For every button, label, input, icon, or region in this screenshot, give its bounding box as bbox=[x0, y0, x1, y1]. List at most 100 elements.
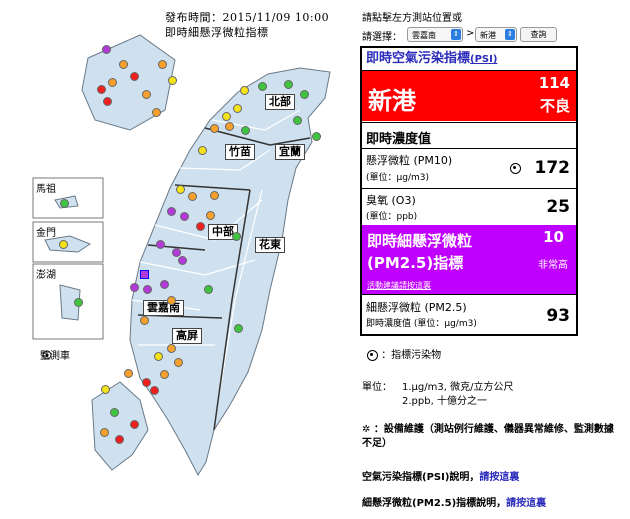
unit-title: 單位： bbox=[362, 382, 392, 393]
station-marker[interactable] bbox=[172, 248, 181, 257]
psi-explain-row: 空氣污染指標(PSI)說明，請按這裏 bbox=[362, 468, 519, 483]
region-huadong[interactable]: 花東 bbox=[255, 237, 285, 253]
station-marker[interactable] bbox=[156, 240, 165, 249]
station-marker[interactable] bbox=[196, 222, 205, 231]
o3-value: 25 bbox=[546, 197, 570, 217]
station-marker[interactable] bbox=[206, 211, 215, 220]
station-marker[interactable] bbox=[222, 112, 231, 121]
region-gaoping[interactable]: 高屏 bbox=[172, 328, 202, 344]
station-marker[interactable] bbox=[102, 45, 111, 54]
station-marker[interactable] bbox=[150, 386, 159, 395]
station-marker[interactable] bbox=[140, 316, 149, 325]
psi-status-block: 新港 114 不良 bbox=[362, 71, 576, 121]
station-marker[interactable] bbox=[241, 126, 250, 135]
pm25-map[interactable]: 發布時間：2015/11/09 10:00 即時細懸浮微粒指標 北部 bbox=[0, 0, 350, 519]
region-zhumiao[interactable]: 竹苗 bbox=[225, 144, 255, 160]
station-marker[interactable] bbox=[130, 72, 139, 81]
station-marker[interactable] bbox=[167, 207, 176, 216]
region-yilan[interactable]: 宜蘭 bbox=[275, 144, 305, 160]
station-marker[interactable] bbox=[130, 420, 139, 429]
indicator-legend: ：指標污染物 bbox=[367, 346, 441, 361]
psi-explain-link[interactable]: 請按這裏 bbox=[479, 472, 520, 483]
station-marker[interactable] bbox=[176, 185, 185, 194]
station-marker[interactable] bbox=[210, 124, 219, 133]
station-marker[interactable] bbox=[232, 232, 241, 241]
map-subtitle: 即時細懸浮微粒指標 bbox=[165, 26, 269, 39]
psi-header: 即時空氣污染指標(PSI) bbox=[362, 48, 576, 71]
region-yunjianan[interactable]: 雲嘉南 bbox=[143, 300, 184, 316]
station-marker[interactable] bbox=[160, 280, 169, 289]
station-marker[interactable] bbox=[115, 435, 124, 444]
indicator-note: ：指標污染物 bbox=[381, 350, 442, 361]
station-marker[interactable] bbox=[100, 428, 109, 437]
station-marker[interactable] bbox=[160, 370, 169, 379]
station-marker[interactable] bbox=[198, 146, 207, 155]
station-marker[interactable] bbox=[210, 191, 219, 200]
activity-advice-link[interactable]: 活動建議請按這裏 bbox=[367, 281, 431, 290]
station-name: 新港 bbox=[368, 87, 416, 115]
station-marker[interactable] bbox=[154, 352, 163, 361]
unit-2: 2.ppb, 十億分之一 bbox=[402, 396, 487, 407]
region-north[interactable]: 北部 bbox=[265, 94, 295, 110]
pm10-unit: (單位：µg/m3) bbox=[366, 173, 429, 183]
station-marker[interactable] bbox=[60, 199, 69, 208]
station-marker[interactable] bbox=[225, 122, 234, 131]
station-marker[interactable] bbox=[152, 108, 161, 117]
publish-info: 發布時間：2015/11/09 10:00 即時細懸浮微粒指標 bbox=[165, 10, 329, 40]
station-marker[interactable] bbox=[74, 298, 83, 307]
conc-title: 即時濃度值 bbox=[366, 132, 432, 147]
station-value: 新港 bbox=[480, 31, 496, 40]
station-marker[interactable] bbox=[119, 60, 128, 69]
station-marker[interactable] bbox=[108, 78, 117, 87]
arrow-separator: > bbox=[466, 28, 475, 39]
station-marker[interactable] bbox=[130, 283, 139, 292]
pm25-value: 93 bbox=[546, 306, 570, 326]
selected-station-marker[interactable] bbox=[140, 270, 149, 279]
pm25-explain-link[interactable]: 請按這裏 bbox=[506, 498, 547, 509]
station-marker[interactable] bbox=[101, 385, 110, 394]
station-marker[interactable] bbox=[240, 86, 249, 95]
inset-penghu[interactable]: 澎湖 bbox=[36, 270, 56, 281]
station-marker[interactable] bbox=[204, 285, 213, 294]
county-select[interactable]: 雲嘉南 ⇕ bbox=[407, 27, 463, 42]
query-button[interactable]: 查詢 bbox=[520, 27, 557, 42]
station-marker[interactable] bbox=[258, 82, 267, 91]
station-marker[interactable] bbox=[284, 80, 293, 89]
inset-kinmen[interactable]: 金門 bbox=[36, 228, 56, 239]
info-panel: 請點擊左方測站位置或 請選擇： 雲嘉南 ⇕ > 新港 ⇕ 查詢 即時空氣污染指標… bbox=[357, 0, 630, 519]
select-arrow-icon: ⇕ bbox=[451, 29, 461, 40]
region-central[interactable]: 中部 bbox=[208, 224, 238, 240]
o3-row: 臭氧 (O3) (單位：ppb) 25 bbox=[362, 188, 576, 225]
station-marker[interactable] bbox=[168, 76, 177, 85]
station-marker[interactable] bbox=[97, 85, 106, 94]
station-marker[interactable] bbox=[142, 378, 151, 387]
publish-time: 發布時間：2015/11/09 10:00 bbox=[165, 11, 330, 24]
station-marker[interactable] bbox=[188, 192, 197, 201]
station-marker[interactable] bbox=[158, 60, 167, 69]
station-marker[interactable] bbox=[312, 132, 321, 141]
select-label: 請選擇： bbox=[362, 32, 402, 43]
station-marker[interactable] bbox=[178, 256, 187, 265]
station-marker[interactable] bbox=[142, 90, 151, 99]
psi-abbr-link[interactable]: (PSI) bbox=[470, 54, 498, 65]
station-marker[interactable] bbox=[167, 296, 176, 305]
monitor-legend: 監測車 bbox=[40, 347, 70, 362]
station-select[interactable]: 新港 ⇕ bbox=[475, 27, 517, 42]
station-marker[interactable] bbox=[180, 212, 189, 221]
inset-matsu[interactable]: 馬祖 bbox=[36, 184, 56, 195]
station-marker[interactable] bbox=[174, 358, 183, 367]
station-marker[interactable] bbox=[300, 90, 309, 99]
station-marker[interactable] bbox=[167, 344, 176, 353]
station-marker[interactable] bbox=[233, 104, 242, 113]
indicator-pollutant-icon bbox=[510, 163, 521, 174]
maintenance-note: ✲ ：設備維護（測站例行維護、儀器異常維修、監測數據不足） bbox=[362, 423, 617, 451]
station-marker[interactable] bbox=[124, 369, 133, 378]
pm25-header-line1: 即時細懸浮微粒 bbox=[367, 232, 473, 250]
station-marker[interactable] bbox=[59, 240, 68, 249]
station-marker[interactable] bbox=[293, 116, 302, 125]
station-marker[interactable] bbox=[143, 285, 152, 294]
station-marker[interactable] bbox=[110, 408, 119, 417]
station-marker[interactable] bbox=[234, 324, 243, 333]
conc-title-row: 即時濃度值 bbox=[362, 122, 576, 148]
station-marker[interactable] bbox=[103, 97, 112, 106]
